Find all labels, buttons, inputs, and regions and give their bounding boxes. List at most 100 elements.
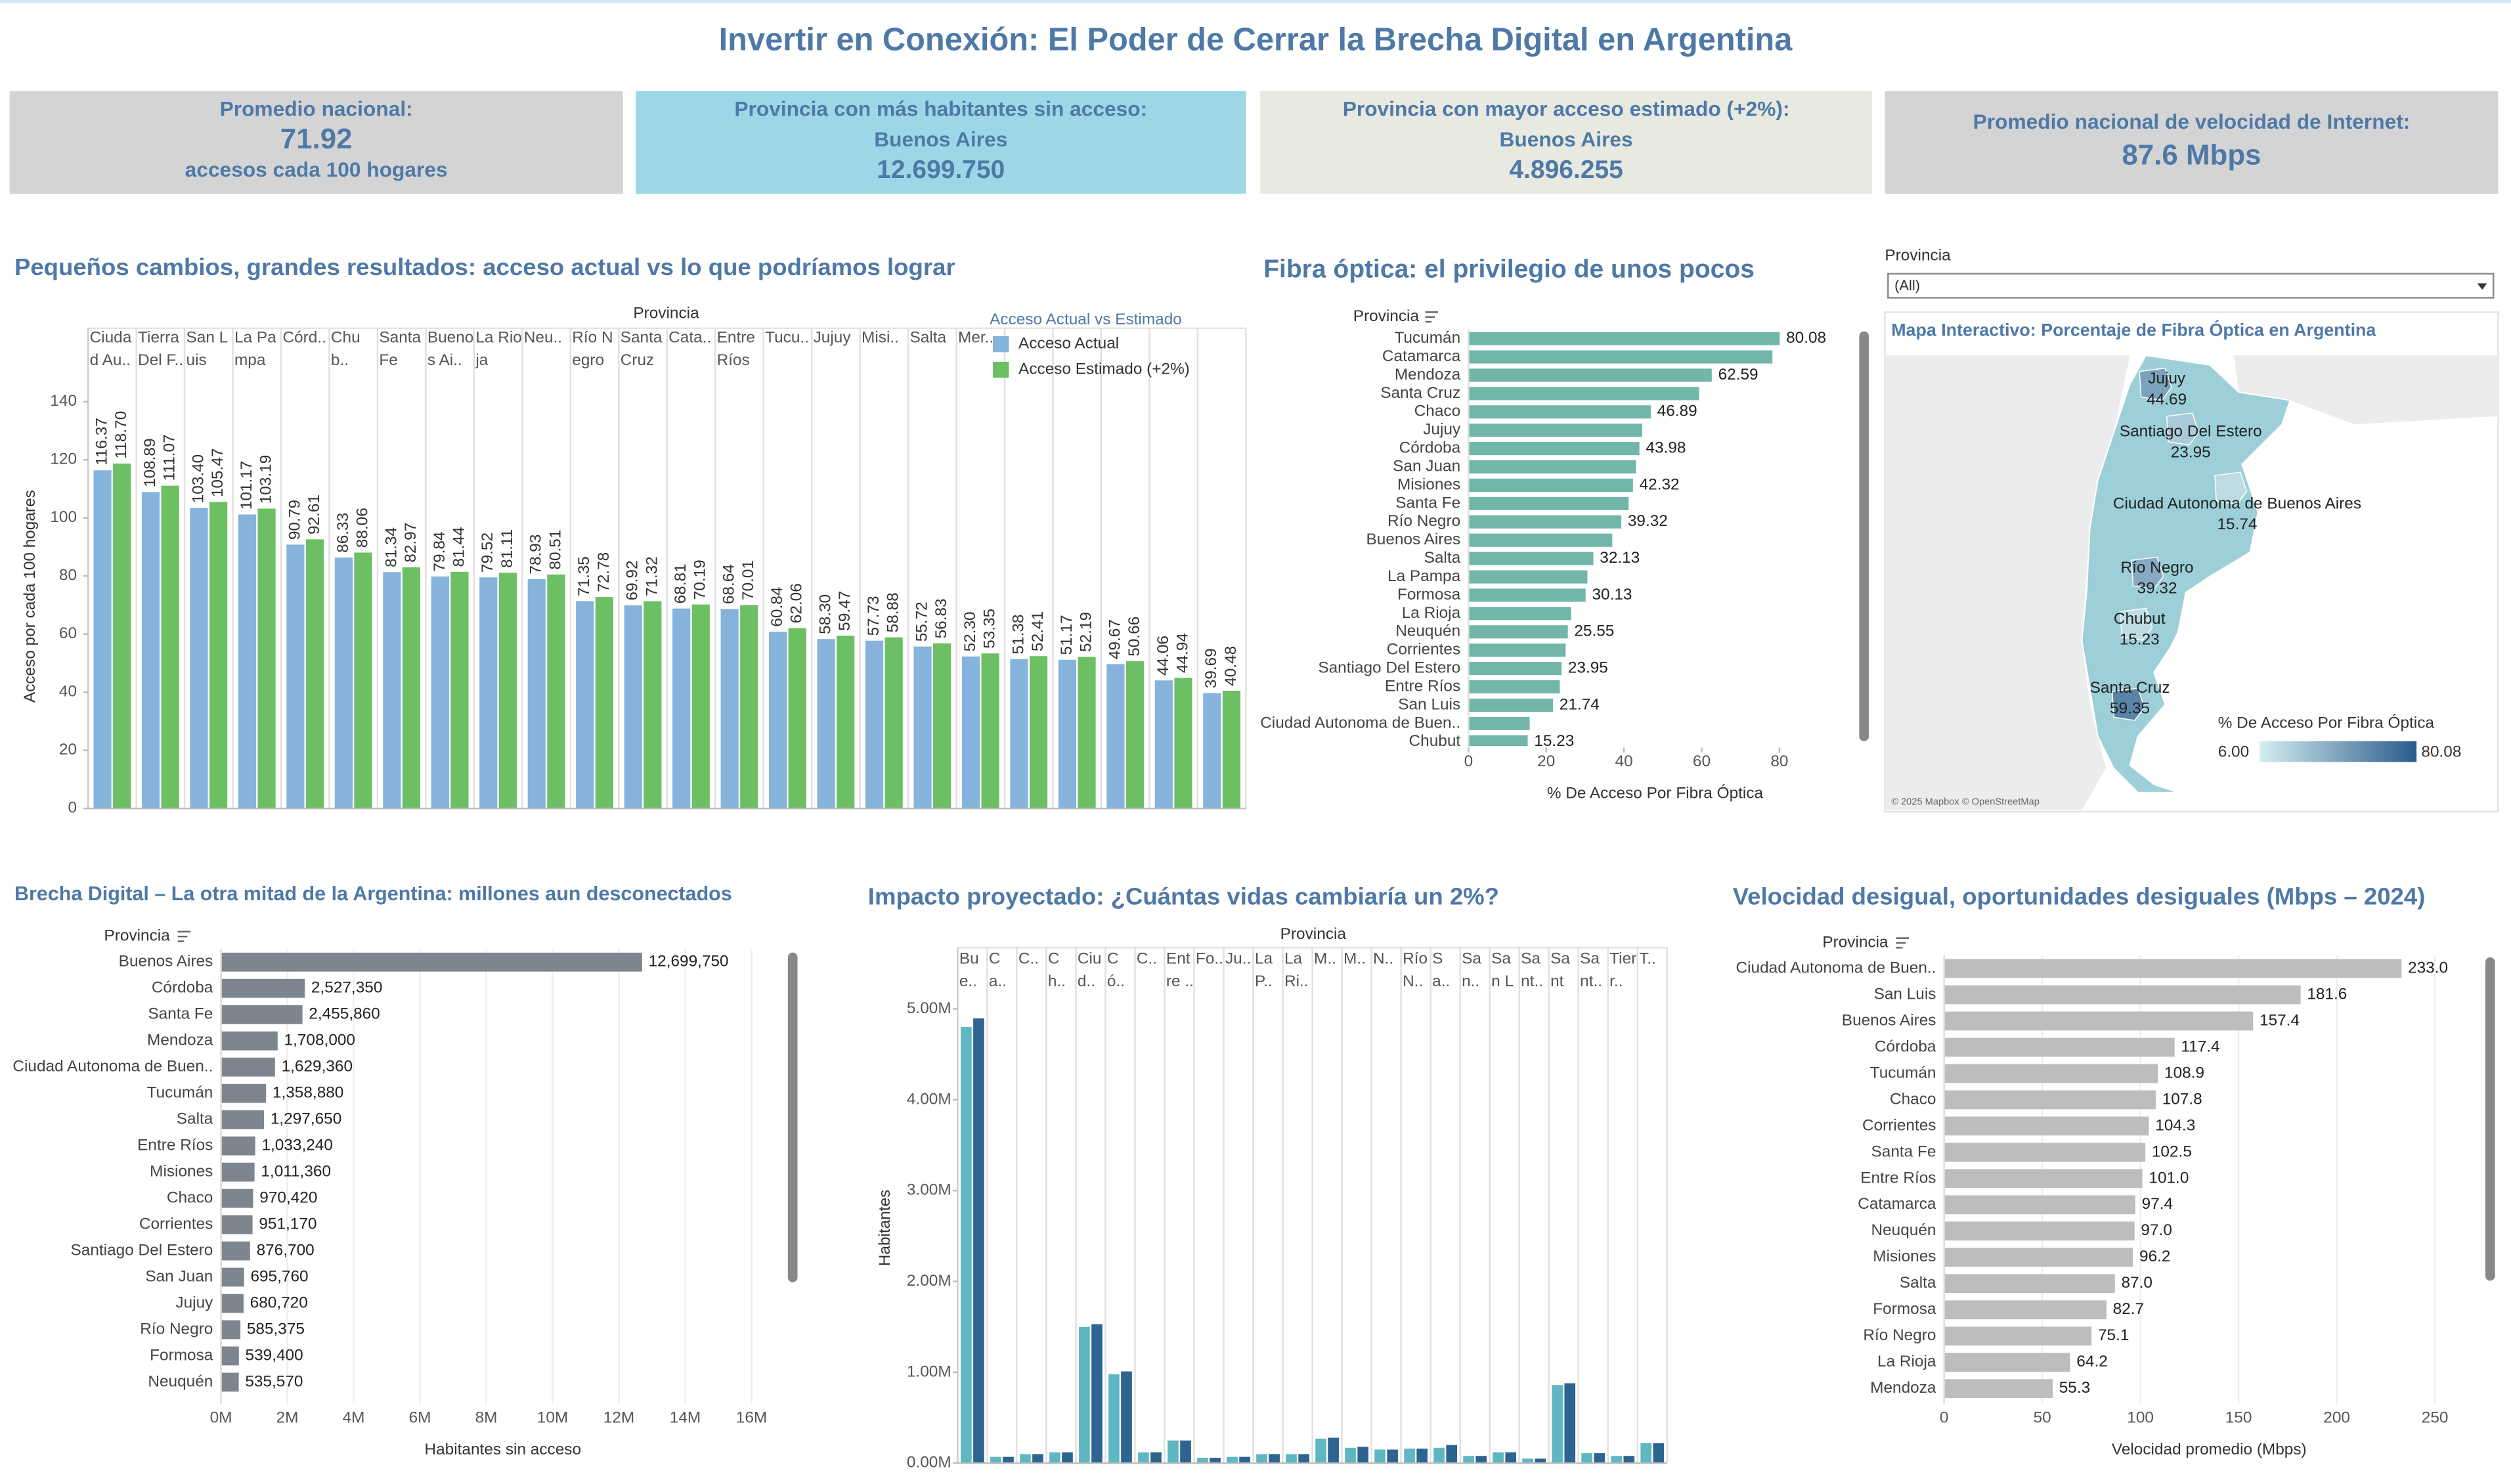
bar — [1468, 625, 1568, 639]
bar — [837, 636, 855, 809]
bar — [221, 1057, 275, 1077]
bar — [1463, 1456, 1474, 1464]
bar — [1944, 1090, 2156, 1110]
bar — [221, 1083, 267, 1103]
x-tick-label-box: C.. — [1018, 951, 1039, 969]
y-tick-label: Salta — [1424, 549, 1461, 567]
bar — [1328, 1437, 1339, 1464]
x-tick-label: 14M — [670, 1408, 701, 1426]
x-tick-label-box: Santa Fe — [379, 330, 421, 370]
x-tick-label: Tierr.. — [1609, 951, 1637, 992]
bar — [1944, 1221, 2135, 1241]
y-tick-label: Corrientes — [139, 1215, 213, 1233]
x-tick-label-box: Ju.. — [1225, 951, 1251, 969]
data-label: 52.41 — [1029, 611, 1047, 651]
data-label: 103.40 — [189, 454, 207, 504]
data-label: 87.0 — [2122, 1274, 2152, 1292]
kpi-value: 87.6 Mbps — [2122, 139, 2261, 171]
y-tick-label: Santa Fe — [1871, 1143, 1936, 1160]
bar — [1138, 1452, 1149, 1464]
data-label: 90.79 — [286, 500, 303, 540]
map-legend-max: 80.08 — [2421, 743, 2461, 760]
chart-title: Velocidad desigual, oportunidades desigu… — [1733, 883, 2426, 909]
bar — [221, 1294, 244, 1313]
bar — [1078, 657, 1096, 809]
y-tick-label: La Pampa — [1387, 567, 1461, 585]
scrollbar[interactable] — [2485, 957, 2495, 1281]
bar — [1944, 1037, 2175, 1057]
data-label: 88.06 — [353, 508, 371, 548]
y-tick-label: Chaco — [1890, 1090, 1936, 1108]
bar — [990, 1456, 1001, 1464]
x-tick-label: Jujuy — [813, 330, 851, 348]
map-region-name: Santa Cruz — [2090, 679, 2170, 697]
bar — [1468, 496, 1629, 510]
y-tick-label: Santa Fe — [148, 1005, 213, 1023]
bar — [113, 463, 131, 809]
bar — [1468, 460, 1636, 474]
data-label: 1,358,880 — [273, 1084, 343, 1102]
filter-select[interactable] — [1887, 273, 2495, 299]
bar — [1029, 656, 1048, 809]
x-tick-label: Misi.. — [862, 330, 899, 348]
x-tick-label-box: Có.. — [1107, 951, 1125, 991]
x-tick-label-box: San.. — [1462, 951, 1481, 991]
x-tick-label-box: Buenos Ai.. — [427, 330, 474, 370]
data-label: 680,720 — [250, 1294, 308, 1311]
y-tick-label: Chaco — [167, 1189, 213, 1207]
x-tick-label-box: M.. — [1314, 951, 1336, 969]
bar — [691, 604, 710, 809]
x-tick-label: 6M — [409, 1408, 431, 1426]
y-tick-label: Entre Ríos — [1860, 1169, 1936, 1187]
bar — [221, 952, 642, 972]
bar — [1468, 515, 1622, 529]
bar — [1468, 588, 1586, 602]
kpi-value: 12.699.750 — [877, 156, 1005, 184]
y-tick-label: 140 — [50, 392, 77, 410]
bar — [1944, 1379, 2053, 1399]
y-tick-label: La Rioja — [1402, 604, 1461, 622]
scrollbar[interactable] — [1859, 331, 1869, 741]
top-bar — [0, 0, 2511, 3]
x-tick-label: 16M — [736, 1408, 767, 1426]
bar — [209, 502, 228, 809]
x-tick-label: 40 — [1615, 753, 1633, 770]
y-tick-label: Mendoza — [1870, 1379, 1936, 1397]
bar — [1564, 1383, 1576, 1464]
bar — [1944, 1116, 2149, 1136]
x-axis-label: Velocidad promedio (Mbps) — [2112, 1441, 2307, 1458]
y-tick-label: San Juan — [145, 1267, 213, 1285]
data-label: 59.47 — [836, 591, 854, 631]
data-label: 101.0 — [2149, 1169, 2189, 1187]
y-tick-label: 60 — [59, 624, 77, 642]
kpi-label: Promedio nacional de velocidad de Intern… — [1973, 110, 2411, 133]
x-tick-label-box: Córd.. — [282, 330, 326, 347]
data-label: 1,297,650 — [271, 1110, 341, 1128]
filter-value[interactable]: (All) — [1894, 277, 1920, 294]
bar — [769, 631, 787, 809]
bar — [865, 640, 884, 809]
bar — [1944, 1195, 2135, 1215]
bar — [1493, 1452, 1504, 1464]
column-header: Provincia — [1822, 933, 1889, 951]
y-tick-label: 80 — [59, 567, 77, 584]
x-tick-label: M.. — [1343, 951, 1366, 969]
bar — [1944, 1300, 2107, 1320]
x-tick-label: Sant.. — [1580, 951, 1603, 992]
bar — [1197, 1458, 1208, 1464]
argentina-shape[interactable] — [2081, 355, 2291, 793]
y-tick-label: Buenos Aires — [1842, 1011, 1936, 1029]
x-tick-label: Neu.. — [523, 330, 563, 348]
data-label: 79.84 — [431, 532, 448, 572]
data-label: 44.94 — [1173, 633, 1191, 673]
x-tick-label: 10M — [537, 1408, 568, 1426]
scrollbar[interactable] — [787, 952, 798, 1282]
bar — [1944, 1248, 2133, 1267]
y-tick-label: Río Negro — [140, 1320, 213, 1338]
legend-swatch — [993, 336, 1009, 353]
data-label: 70.01 — [739, 560, 757, 600]
x-tick-label: La P.. — [1254, 951, 1273, 992]
y-tick-label: Mendoza — [147, 1032, 213, 1049]
bar — [1468, 533, 1613, 547]
bar — [1091, 1324, 1103, 1464]
